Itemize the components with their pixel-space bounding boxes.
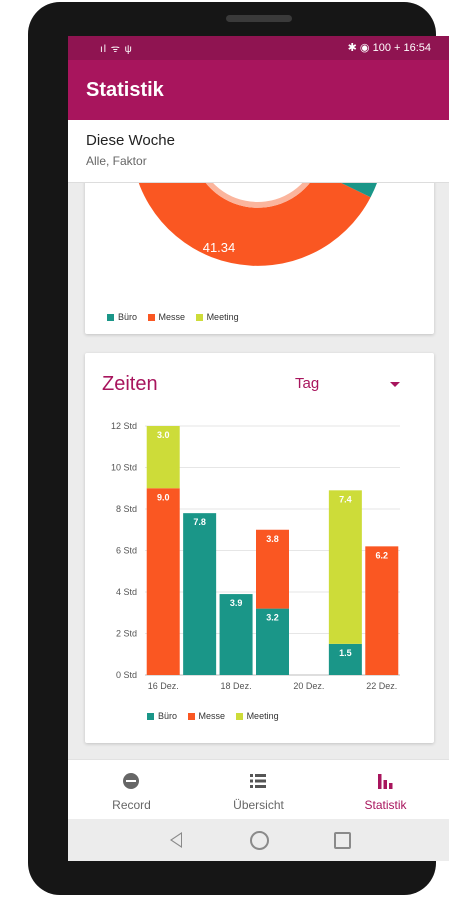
x-tick-label: 22 Dez.	[366, 681, 397, 691]
filter-header[interactable]: Diese Woche Alle, Faktor	[68, 120, 449, 183]
legend-swatch	[107, 314, 114, 321]
data-label: 3.9	[230, 598, 243, 608]
back-icon[interactable]	[170, 832, 182, 848]
data-label: 9.0	[157, 492, 170, 502]
app-bar: Statistik	[68, 60, 449, 120]
legend-item-buero: Büro	[147, 711, 177, 721]
legend-item-meeting: Meeting	[195, 312, 239, 322]
y-tick-label: 0 Std	[116, 670, 137, 680]
legend-swatch	[235, 713, 243, 720]
bottom-navigation: Record Übersicht Statistik	[68, 759, 449, 820]
donut-value-label: 41.34	[203, 240, 236, 255]
legend-item-messe: Messe	[147, 312, 186, 322]
legend-item-messe: Messe	[187, 711, 226, 721]
status-bar: ıl ᯤ ψ ✱ ◉ 100 + 16:54	[68, 36, 449, 60]
phone-frame: ıl ᯤ ψ ✱ ◉ 100 + 16:54 Statistik Diese W…	[28, 2, 449, 895]
legend-swatch	[147, 314, 155, 321]
bar-legend: Büro Messe Meeting	[147, 711, 287, 721]
y-tick-label: 8 Std	[116, 504, 137, 514]
legend-label: Büro	[118, 312, 138, 322]
chevron-down-icon	[390, 382, 400, 387]
data-label: 3.8	[266, 534, 279, 544]
y-tick-label: 6 Std	[116, 546, 137, 556]
bar-segment	[256, 529, 289, 609]
nav-statistik[interactable]: Statistik	[322, 760, 449, 820]
period-title: Diese Woche	[86, 132, 175, 149]
legend-label: Messe	[198, 711, 226, 721]
filter-subtitle: Alle, Faktor	[86, 154, 147, 168]
data-label: 6.2	[376, 550, 389, 560]
bar-segment	[219, 594, 253, 675]
nav-uebersicht[interactable]: Übersicht	[195, 760, 322, 820]
screen: ıl ᯤ ψ ✱ ◉ 100 + 16:54 Statistik Diese W…	[68, 36, 449, 861]
record-icon	[123, 773, 139, 789]
page-title: Statistik	[86, 79, 164, 101]
y-tick-label: 4 Std	[116, 587, 137, 597]
zeiten-title: Zeiten	[102, 373, 158, 395]
bar-segment	[146, 488, 180, 675]
y-tick-label: 12 Std	[111, 421, 137, 431]
legend-label: Meeting	[206, 312, 239, 322]
signal-wifi-icons: ıl ᯤ ψ	[100, 44, 133, 55]
dropdown-value: Tag	[295, 375, 320, 392]
bar-chart: 0 Std 2 Std 4 Std 6 Std 8 Std 10 Std 12 Std 9.0…	[111, 421, 400, 691]
legend-swatch	[195, 314, 203, 321]
legend-item-meeting: Meeting	[235, 711, 279, 721]
pie-legend: Büro Messe Meeting	[107, 312, 247, 322]
bar-segment	[328, 490, 362, 644]
nav-label: Übersicht	[233, 798, 284, 812]
system-navigation-bar	[68, 819, 449, 861]
bar-segment	[146, 426, 180, 489]
x-tick-label: 16 Dez.	[148, 681, 179, 691]
data-label: 3.2	[266, 613, 279, 623]
donut-inner-ring	[191, 146, 318, 208]
data-label: 7.8	[193, 517, 206, 527]
y-tick-label: 10 Std	[111, 463, 137, 473]
legend-item-buero: Büro	[107, 312, 137, 322]
legend-swatch	[187, 713, 195, 720]
legend-label: Büro	[158, 711, 178, 721]
zeiten-card: Zeiten Tag 0 Std 2 Std 4 Std 6 Std 8 Std 10 S…	[85, 353, 434, 743]
nav-label: Statistik	[364, 798, 407, 812]
nav-record[interactable]: Record	[68, 760, 195, 820]
period-dropdown[interactable]: Tag	[295, 375, 400, 397]
speaker-grille	[226, 15, 292, 22]
bar-chart-icon	[378, 774, 393, 789]
legend-swatch	[147, 713, 154, 720]
legend-label: Messe	[158, 312, 186, 322]
status-right: ✱ ◉ 100 + 16:54	[347, 42, 431, 54]
data-label: 3.0	[157, 430, 170, 440]
x-tick-label: 18 Dez.	[221, 681, 252, 691]
nav-label: Record	[112, 798, 151, 812]
recent-apps-icon[interactable]	[334, 832, 351, 849]
data-label: 1.5	[339, 648, 352, 658]
y-tick-label: 2 Std	[116, 629, 137, 639]
home-icon[interactable]	[250, 831, 269, 850]
list-icon	[250, 774, 266, 788]
bar-segment	[328, 643, 362, 675]
bar-segment	[365, 546, 399, 675]
bar-segment	[183, 513, 217, 675]
x-tick-label: 20 Dez.	[293, 681, 324, 691]
bar-segment	[256, 608, 289, 675]
data-label: 7.4	[339, 494, 352, 504]
legend-label: Meeting	[246, 711, 279, 721]
